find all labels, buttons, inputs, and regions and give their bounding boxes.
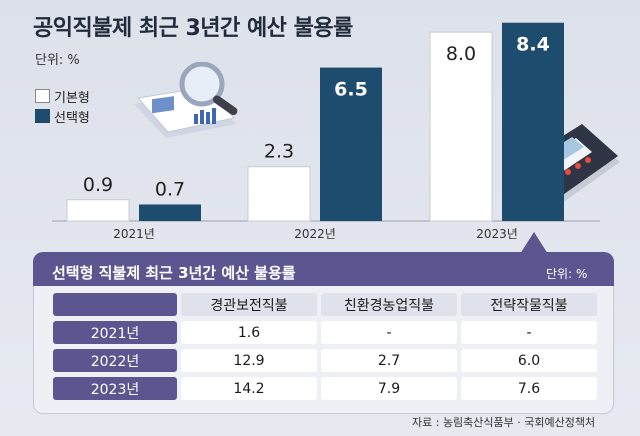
data-label: 6.5 [334, 79, 368, 101]
table-cell: - [461, 321, 597, 344]
bar-select [320, 67, 382, 222]
table-cell: 7.6 [461, 377, 597, 400]
legend: 기본형 선택형 [35, 86, 90, 126]
magnifier-report-icon [132, 61, 252, 176]
legend-item-select: 선택형 [35, 106, 90, 126]
unit-label: 단위: % [35, 53, 80, 68]
bar-basic [66, 199, 130, 222]
bar-basic [429, 31, 493, 222]
x-tick-label: 2021년 [113, 227, 155, 241]
source-note: 자료 : 농림축산식품부 · 국회예산정책처 [412, 416, 596, 429]
data-label: 8.4 [516, 34, 550, 56]
column-header: 친환경농업직불 [321, 293, 457, 316]
table-cell: 12.9 [181, 349, 317, 372]
table-cell: 2.7 [321, 349, 457, 372]
bar-chart: 0.9 0.7 2021년 2.3 6.5 2022년 8.0 8.4 2023년 [52, 22, 600, 241]
table-header-row: 경관보전직불 친환경농업직불 전략작물직불 [53, 293, 597, 316]
bar-select [139, 204, 201, 221]
bar-select [502, 22, 564, 221]
table-unit-label: 단위: % [546, 267, 588, 281]
data-label: 0.9 [83, 174, 113, 196]
x-tick-label: 2022년 [294, 227, 336, 241]
data-table: 경관보전직불 친환경농업직불 전략작물직불 2021년 1.6 - - 2022… [49, 288, 601, 405]
legend-label-basic: 기본형 [54, 90, 90, 106]
data-label: 2.3 [264, 141, 294, 163]
table-row: 2021년 1.6 - - [53, 321, 597, 344]
table-cell: 14.2 [181, 377, 317, 400]
table-panel-header [33, 252, 614, 286]
table-cell: - [321, 321, 457, 344]
data-label: 0.7 [155, 178, 185, 200]
legend-swatch-basic [35, 89, 50, 103]
table-row: 2023년 14.2 7.9 7.6 [53, 377, 597, 400]
row-header-year: 2021년 [53, 321, 177, 344]
row-header-year: 2023년 [53, 377, 177, 400]
table-row: 2022년 12.9 2.7 6.0 [53, 349, 597, 372]
legend-label-select: 선택형 [54, 110, 90, 126]
panel-pointer [520, 232, 548, 254]
table-cell: 6.0 [461, 349, 597, 372]
legend-item-basic: 기본형 [35, 86, 90, 106]
legend-swatch-select [35, 109, 50, 123]
table-corner [53, 293, 177, 316]
column-header: 경관보전직불 [181, 293, 317, 316]
column-header: 전략작물직불 [461, 293, 597, 316]
data-label: 8.0 [446, 43, 476, 65]
chart-title: 공익직불제 최근 3년간 예산 불용률 [33, 16, 353, 41]
row-header-year: 2022년 [53, 349, 177, 372]
x-tick-label: 2023년 [476, 227, 518, 241]
table-cell: 7.9 [321, 377, 457, 400]
table-title: 선택형 직불제 최근 3년간 예산 불용률 [52, 264, 296, 282]
table-cell: 1.6 [181, 321, 317, 344]
bar-basic [247, 166, 311, 222]
